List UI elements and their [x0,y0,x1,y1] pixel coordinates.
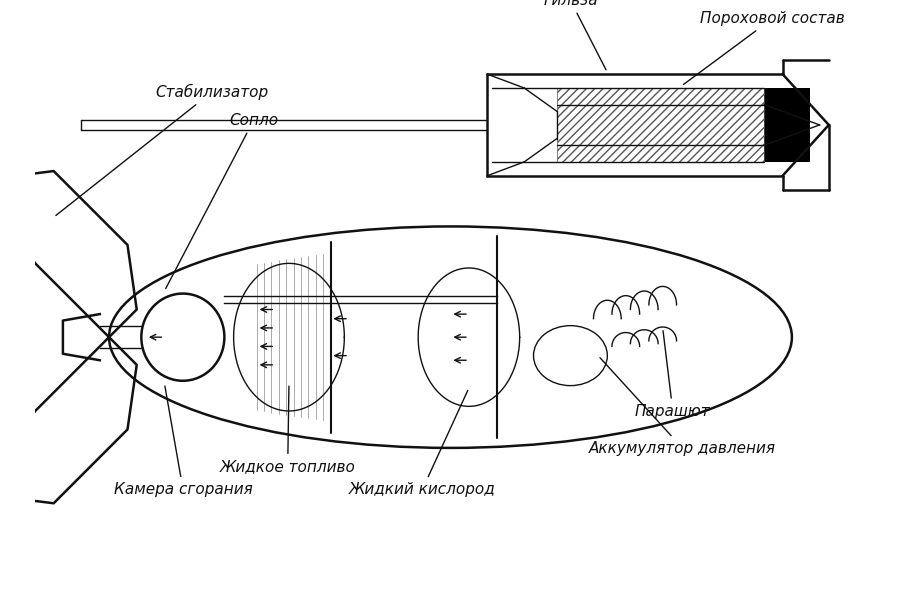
Text: Жидкий кислород: Жидкий кислород [349,391,496,497]
Text: Гильза: Гильза [543,0,606,70]
Ellipse shape [141,293,224,381]
Text: Камера сгорания: Камера сгорания [114,386,252,497]
Bar [763,88,810,162]
Text: Парашют: Парашют [634,331,710,419]
Text: Сопло: Сопло [166,113,278,289]
Text: Аккумулятор давления: Аккумулятор давления [589,358,775,456]
Text: Жидкое топливо: Жидкое топливо [220,386,355,474]
Text: Пороховой состав: Пороховой состав [682,12,844,85]
Bar [556,88,763,162]
Text: Стабилизатор: Стабилизатор [56,84,268,216]
